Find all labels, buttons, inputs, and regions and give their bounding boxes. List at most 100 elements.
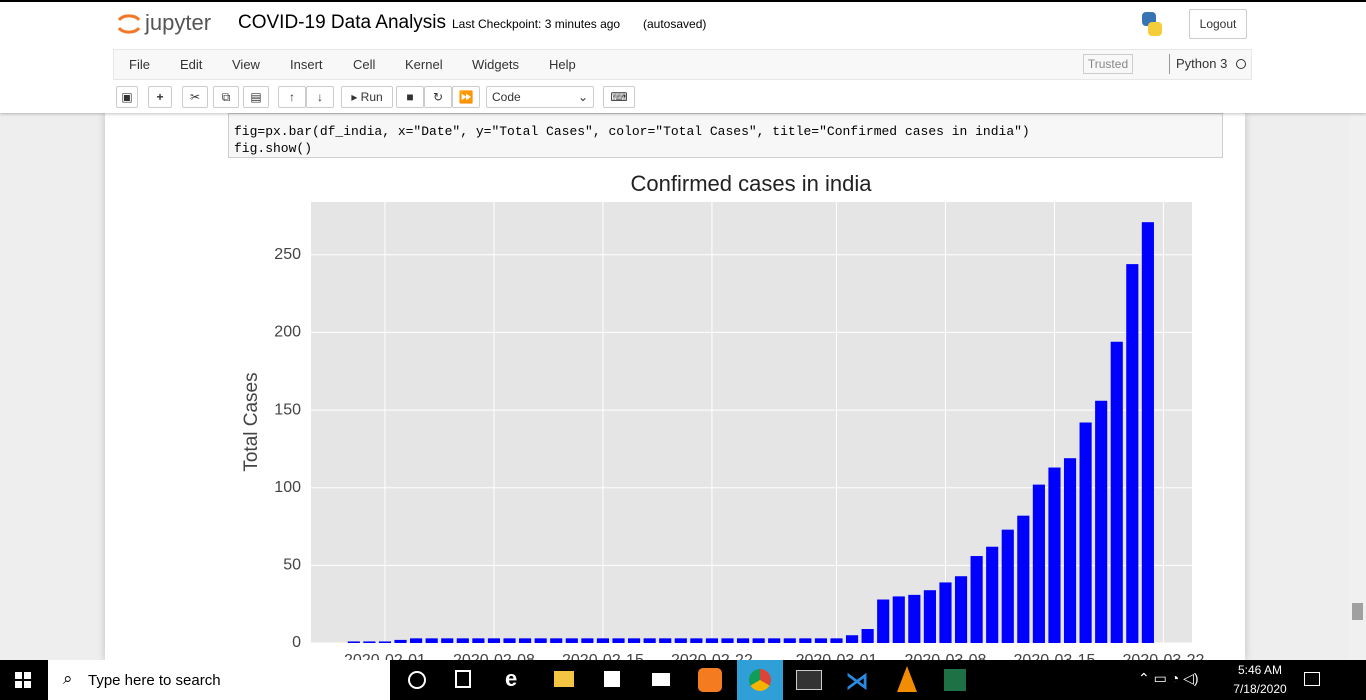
menu-item[interactable]: Kernel [405, 57, 443, 72]
kernel-name: Python 3 [1169, 54, 1227, 74]
cut-button[interactable]: ✂ [182, 86, 208, 108]
bar [534, 638, 547, 643]
search-box[interactable]: ⌕ Type here to search [48, 660, 390, 700]
bar [923, 590, 936, 643]
bar [596, 638, 610, 643]
cell-type-select[interactable]: Code ⌄ [486, 86, 594, 108]
bar [581, 638, 594, 643]
bar [845, 635, 859, 643]
vlc-icon[interactable] [897, 666, 917, 692]
bar [659, 638, 672, 643]
save-button[interactable]: ▣ [116, 86, 138, 108]
paste-button[interactable]: ▤ [243, 86, 269, 108]
y-tick-label: 50 [283, 557, 301, 574]
edge-icon[interactable]: e [505, 666, 518, 691]
bar [456, 638, 469, 643]
bar [612, 638, 625, 643]
bar [487, 638, 501, 643]
bar [1048, 467, 1061, 643]
tray-icons[interactable]: ⌃ ▭ ◔ ◁) [1138, 670, 1199, 686]
clock-time[interactable]: 5:46 AM [1237, 663, 1283, 677]
python-logo [1142, 12, 1162, 36]
chart: Confirmed cases in india Total Cases 0 50… [241, 171, 1205, 660]
trusted-indicator[interactable]: Trusted [1083, 54, 1133, 74]
explorer-icon[interactable] [554, 671, 574, 687]
start-button[interactable] [15, 672, 31, 688]
autosave-status: (autosaved) [643, 17, 707, 31]
bar [939, 582, 952, 643]
menu-item[interactable]: File [129, 57, 150, 72]
notifications-button[interactable] [1304, 672, 1320, 686]
bar [503, 638, 516, 643]
y-tick-label: 0 [292, 634, 301, 651]
restart-button[interactable]: ↻ [424, 86, 452, 108]
menu-item[interactable]: View [232, 57, 260, 72]
bar [565, 638, 578, 643]
bar [768, 638, 781, 643]
chart-title: Confirmed cases in india [631, 171, 873, 196]
chrome-active[interactable] [737, 660, 783, 700]
y-tick-label: 150 [274, 401, 301, 418]
app-icon[interactable] [698, 668, 722, 692]
menu-item[interactable]: Insert [290, 57, 323, 72]
bar [472, 638, 485, 643]
bar [550, 638, 563, 643]
menu-bar [113, 49, 1252, 80]
move-down-button[interactable]: ↓ [306, 86, 334, 108]
logout-button[interactable]: Logout [1189, 9, 1247, 39]
interrupt-button[interactable]: ■ [396, 86, 424, 108]
bar [628, 638, 641, 643]
store-icon[interactable] [604, 671, 620, 687]
scroll-thumb[interactable] [1352, 603, 1363, 620]
y-tick-label: 200 [274, 324, 301, 341]
cortana-button[interactable] [408, 671, 426, 689]
run-button[interactable]: ▸ Run [341, 86, 393, 108]
bar [861, 629, 874, 643]
bar [736, 638, 750, 643]
search-icon: ⌕ [63, 669, 73, 688]
copy-button[interactable]: ⧉ [213, 86, 239, 108]
x-tick-label: 2020-02-22 [671, 652, 753, 660]
x-tick-label: 2020-02-08 [453, 652, 535, 660]
excel-icon[interactable] [944, 669, 966, 691]
bar [877, 599, 890, 643]
bar [830, 638, 843, 643]
bar [752, 638, 765, 643]
vscode-icon[interactable]: ⋊ [845, 668, 869, 695]
bar [954, 576, 968, 643]
bar [643, 638, 656, 643]
scrollbar[interactable] [1349, 113, 1366, 660]
terminal-icon[interactable] [796, 670, 822, 690]
bar [814, 638, 827, 643]
x-tick-label: 2020-03-22 [1123, 652, 1205, 660]
insert-button[interactable]: + [148, 86, 172, 108]
bar [378, 641, 392, 643]
kernel-status [1236, 59, 1246, 69]
bar [799, 638, 812, 643]
bar [908, 594, 921, 643]
move-up-button[interactable]: ↑ [278, 86, 306, 108]
bar [519, 638, 532, 643]
restart-run-button[interactable]: ⏩ [452, 86, 480, 108]
bar [721, 638, 734, 643]
plot-area [311, 202, 1192, 643]
mail-icon[interactable] [652, 673, 670, 686]
bar [394, 639, 407, 643]
bar [1017, 515, 1030, 643]
menu-item[interactable]: Help [549, 57, 576, 72]
code-cell[interactable]: fig=px.bar(df_india, x="Date", y="Total … [228, 113, 1223, 158]
clock-date[interactable]: 7/18/2020 [1233, 682, 1287, 696]
bar [1126, 264, 1139, 643]
keyboard-button[interactable]: ⌨ [603, 86, 635, 108]
menu-item[interactable]: Edit [180, 57, 203, 72]
menu-item[interactable]: Cell [353, 57, 376, 72]
menu-item[interactable]: Widgets [472, 57, 519, 72]
notebook-title[interactable]: COVID-19 Data Analysis [238, 12, 447, 33]
bar [705, 638, 718, 643]
logo-text[interactable]: jupyter [145, 10, 212, 35]
x-tick-label: 2020-02-15 [562, 652, 644, 660]
bar [1079, 422, 1092, 643]
task-view-button[interactable] [455, 670, 471, 688]
